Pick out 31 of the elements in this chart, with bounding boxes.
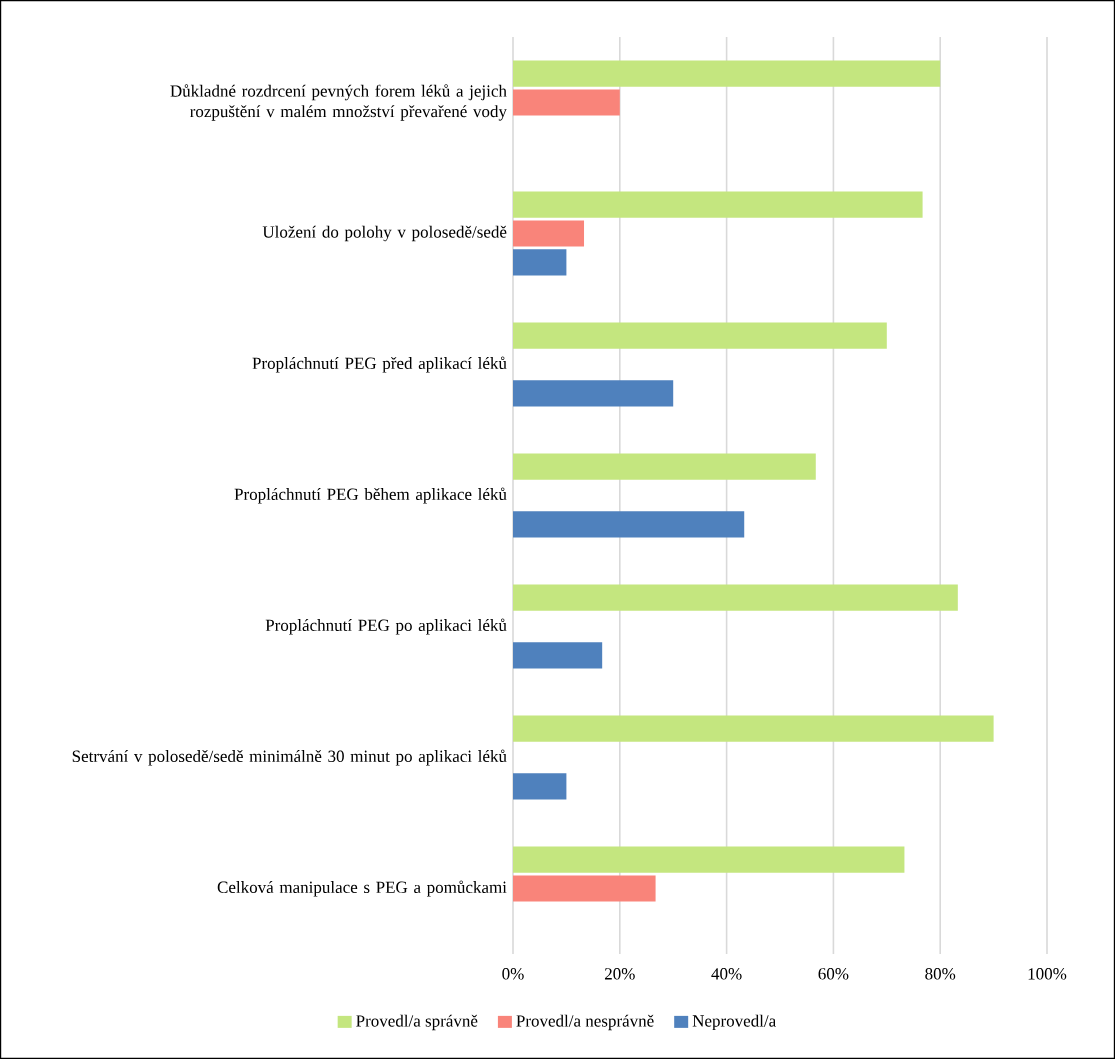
x-tick-label: 80% (925, 968, 956, 980)
x-tick-label: 40% (711, 968, 742, 980)
y-tick-label: Propláchnutí PEG během aplikace léků (234, 487, 507, 504)
x-tick-label: 60% (818, 968, 849, 980)
x-tick-label: 0% (502, 968, 524, 980)
legend-label: Provedl/a správně (356, 1014, 478, 1031)
y-tick-label: Uložení do polohy v polosedě/sedě (262, 225, 507, 242)
y-tick-label: Důkladné rozdrcení pevných forem léků a jejich rozpuštění v malém množství převařené vody (170, 84, 507, 121)
bar (513, 511, 745, 538)
bar (513, 249, 567, 276)
bar (513, 322, 887, 349)
bar (513, 584, 958, 611)
bar (513, 846, 905, 873)
x-tick-label: 20% (604, 968, 635, 980)
bar (513, 220, 585, 247)
y-tick-label: Propláchnutí PEG po aplikaci léků (265, 618, 507, 635)
bar (513, 60, 941, 87)
y-tick-label: Propláchnutí PEG před aplikací léků (252, 356, 507, 373)
y-tick-label: Celková manipulace s PEG a pomůckami (217, 880, 507, 897)
bar (513, 773, 567, 800)
bar (513, 715, 994, 742)
bar (513, 453, 816, 480)
x-tick-label: 100% (1028, 968, 1067, 980)
y-tick-label: Setrvání v polosedě/sedě minimálně 30 minut po aplikaci léků (72, 749, 507, 766)
bar (513, 642, 603, 669)
bar (513, 89, 620, 116)
bar (513, 191, 923, 218)
bar (513, 380, 674, 407)
legend-label: Provedl/a nesprávně (516, 1014, 654, 1031)
legend-label: Neprovedl/a (692, 1014, 776, 1031)
bar (513, 875, 656, 902)
